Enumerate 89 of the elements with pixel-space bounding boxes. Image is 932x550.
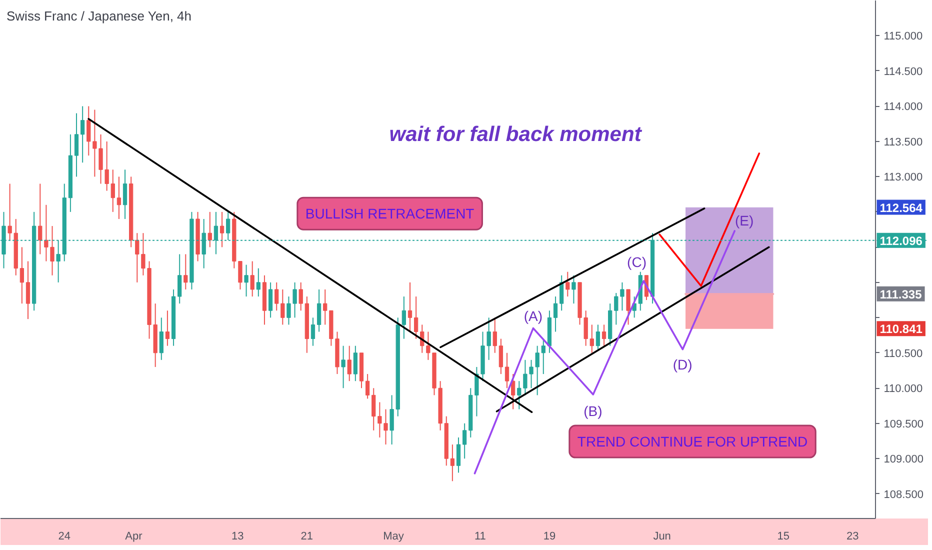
text: 111.335 [880,287,922,302]
x-tick-label: Apr [125,530,143,542]
x-tick-label: Jun [653,530,671,542]
candlestick [178,254,182,304]
candlestick [414,296,418,340]
candlestick [256,268,260,297]
candlestick [566,271,570,297]
candlestick [462,422,467,460]
candlestick [38,183,42,255]
candlestick [626,288,630,326]
y-tick-label: 113.500 [884,136,923,148]
candlestick [323,288,328,326]
y-tick-label: 110.500 [884,348,923,360]
candlestick [250,260,254,297]
candlestick [165,310,170,346]
y-tick-label: 114.000 [884,101,923,114]
y-tick-label: 115.000 [884,30,923,43]
y-tick-label: 114.500 [884,66,923,78]
candlestick [365,374,370,400]
candlestick [316,288,322,332]
annotation: (D) [672,356,692,373]
text: 110.841 [880,322,923,336]
y-tick-label: 113.000 [884,172,923,184]
candlestick [408,282,412,332]
x-tick-label: May [383,530,404,542]
candlestick [614,292,618,326]
x-tick-label: 19 [543,530,556,542]
candlestick [620,282,624,312]
x-tick-label: 23 [846,530,859,542]
annotation: TREND CONTINUE FOR UPTREND [577,434,808,450]
candlestick [456,436,461,474]
candlestick [208,211,212,248]
candlestick [274,282,279,312]
candlestick [292,282,297,318]
candlestick [310,317,316,346]
candlestick [26,260,30,320]
x-tick-label: 13 [232,530,244,542]
candlestick [44,204,48,262]
candlestick [122,169,128,220]
x-tick-label: 21 [300,530,314,542]
candlestick [220,211,224,248]
candlestick [353,345,358,382]
candlestick [504,352,510,389]
annotation: BULLISH RETRACEMENT [305,206,475,222]
annotation: (E) [734,212,754,229]
ref-line-label: 112.096 [880,234,923,248]
candlestick [50,226,54,276]
annotation: (C) [627,254,646,270]
candlestick [80,106,85,164]
x-tick-label: 11 [474,530,486,542]
x-tick-label: 24 [58,530,71,542]
candlestick [511,374,516,410]
candlestick [492,317,497,354]
candlestick [450,444,455,482]
candlestick [341,345,346,389]
candlestick [286,296,291,326]
annotation: (B) [584,402,602,419]
candlestick [280,288,285,326]
candlestick [74,112,79,178]
y-tick-label: 110.000 [884,383,923,396]
candlestick [596,324,600,350]
candlestick [602,324,606,346]
candlestick [529,359,534,389]
candlestick [116,176,122,220]
candlestick [135,232,140,283]
text: 112.564 [880,200,923,215]
candlestick [244,264,248,297]
candlestick [226,211,230,241]
candlestick [298,282,303,312]
y-tick-label: 109.500 [884,418,924,430]
text: Swiss Franc / Japanese Yen, 4h [6,8,192,24]
candlestick [402,296,406,340]
x-tick-label: 15 [777,530,790,542]
annotation: wait for fall back moment [389,123,642,146]
candlestick [560,274,564,312]
candlestick [159,317,164,360]
candlestick [268,282,273,318]
candlestick [553,296,558,332]
y-tick-label: 109.000 [884,454,924,466]
candlestick [184,254,188,290]
candlestick [347,345,352,382]
candlestick [92,109,97,178]
candlestick [498,338,504,375]
candlestick [572,274,576,304]
candlestick [20,246,24,304]
candlestick [86,106,91,156]
annotation: (A) [524,308,543,324]
y-tick-label: 108.500 [884,488,924,501]
candlestick [590,324,594,354]
